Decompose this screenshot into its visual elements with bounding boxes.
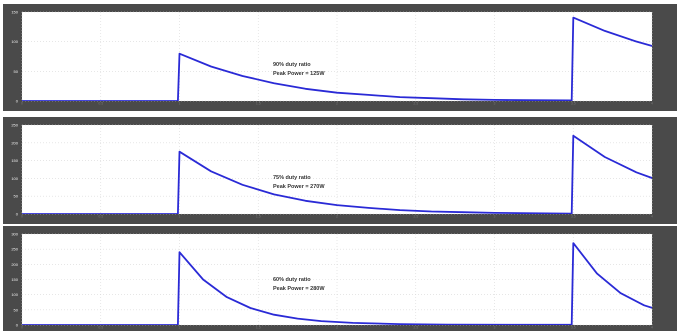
x-tick-label: 3 bbox=[494, 326, 496, 330]
annotation-text: 60% duty ratio bbox=[273, 277, 311, 283]
y-tick-label: 100 bbox=[11, 39, 18, 44]
x-tick-label: 3.5 bbox=[571, 326, 576, 330]
x-tick-label: 4 bbox=[651, 102, 653, 106]
y-tick-label: 100 bbox=[11, 176, 18, 181]
y-tick-label: 150 bbox=[11, 158, 18, 163]
x-tick-label: 2.5 bbox=[413, 326, 418, 330]
x-tick-label: 1 bbox=[179, 215, 181, 219]
y-tick-label: 50 bbox=[14, 69, 19, 74]
x-tick-label: 1 bbox=[179, 326, 181, 330]
x-tick-label: 1.5 bbox=[256, 326, 261, 330]
y-tick-label: 150 bbox=[11, 10, 18, 15]
annotation-text: Peak Power = 270W bbox=[273, 184, 325, 190]
y-tick-label: 200 bbox=[11, 140, 18, 145]
annotation-text: Peak Power = 280W bbox=[273, 286, 325, 292]
annotation-text: 75% duty ratio bbox=[273, 175, 311, 181]
x-tick-label: 3.5 bbox=[571, 102, 576, 106]
chart-panel-2: 0 0.5 1 1.5 2 2.5 3 3.5 4 0 50 100 150 200 250 75% duty… bbox=[3, 117, 677, 224]
annotation-text: 90% duty ratio bbox=[273, 62, 311, 68]
y-tick-label: 300 bbox=[11, 232, 18, 237]
y-tick-label: 50 bbox=[14, 194, 19, 199]
y-tick-label: 50 bbox=[14, 307, 19, 312]
x-tick-label: 1.5 bbox=[256, 215, 261, 219]
annotation-text: Peak Power = 125W bbox=[273, 71, 325, 77]
series-line-1 bbox=[22, 242, 652, 325]
chart-panel-3: 0 0.5 1 1.5 2 2.5 3 3.5 4 0 50 100 150 200 250 300 60% d… bbox=[3, 226, 677, 331]
x-tick-label: 0.5 bbox=[98, 102, 103, 106]
series-line-1 bbox=[22, 16, 652, 101]
x-tick-label: 0.5 bbox=[98, 215, 103, 219]
x-tick-label: 2 bbox=[336, 326, 338, 330]
y-tick-label: 0 bbox=[16, 99, 19, 104]
plot-area bbox=[22, 12, 652, 101]
x-tick-label: 1 bbox=[179, 102, 181, 106]
chart-panel-1: 0 0.5 1 1.5 2 2.5 3 3.5 4 0 50 100 150 90% duty ratio… bbox=[3, 4, 677, 111]
y-tick-label: 0 bbox=[16, 212, 19, 217]
x-tick-label: 3 bbox=[494, 102, 496, 106]
x-tick-label: 3.5 bbox=[571, 215, 576, 219]
x-tick-label: 2 bbox=[336, 215, 338, 219]
plot-area bbox=[22, 125, 652, 214]
y-tick-label: 250 bbox=[11, 247, 18, 252]
y-tick-label: 150 bbox=[11, 277, 18, 282]
y-tick-label: 250 bbox=[11, 123, 18, 128]
x-tick-label: 0 bbox=[21, 326, 23, 330]
y-tick-label: 200 bbox=[11, 262, 18, 267]
x-tick-label: 2.5 bbox=[413, 215, 418, 219]
x-tick-label: 2.5 bbox=[413, 102, 418, 106]
series-line-1 bbox=[22, 134, 652, 214]
x-tick-label: 0 bbox=[21, 102, 23, 106]
y-tick-label: 100 bbox=[11, 292, 18, 297]
x-tick-label: 0.5 bbox=[98, 326, 103, 330]
x-tick-label: 0 bbox=[21, 215, 23, 219]
x-tick-label: 2 bbox=[336, 102, 338, 106]
x-tick-label: 1.5 bbox=[256, 102, 261, 106]
x-tick-label: 3 bbox=[494, 215, 496, 219]
x-tick-label: 4 bbox=[651, 215, 653, 219]
y-tick-label: 0 bbox=[16, 323, 19, 328]
x-tick-label: 4 bbox=[651, 326, 653, 330]
